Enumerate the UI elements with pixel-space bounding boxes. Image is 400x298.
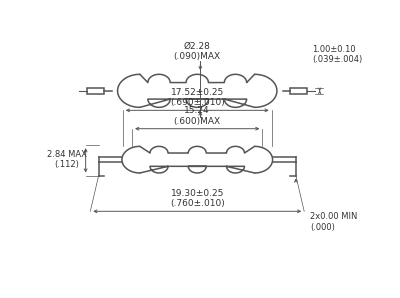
Bar xyxy=(87,88,104,94)
Text: 1.00±0.10
(.039±.004): 1.00±0.10 (.039±.004) xyxy=(312,45,362,64)
Text: 2x0.00 MIN
(.000): 2x0.00 MIN (.000) xyxy=(310,212,358,232)
Text: 19.30±0.25
(.760±.010): 19.30±0.25 (.760±.010) xyxy=(170,189,225,208)
Text: 2.84 MAX
(.112): 2.84 MAX (.112) xyxy=(47,150,87,169)
Text: Ø2.28
(.090)MAX: Ø2.28 (.090)MAX xyxy=(174,41,221,61)
Text: 17.52±0.25
(.690±.010): 17.52±0.25 (.690±.010) xyxy=(170,88,225,107)
Text: 15.24
(.600)MAX: 15.24 (.600)MAX xyxy=(174,106,221,126)
Bar xyxy=(290,88,307,94)
